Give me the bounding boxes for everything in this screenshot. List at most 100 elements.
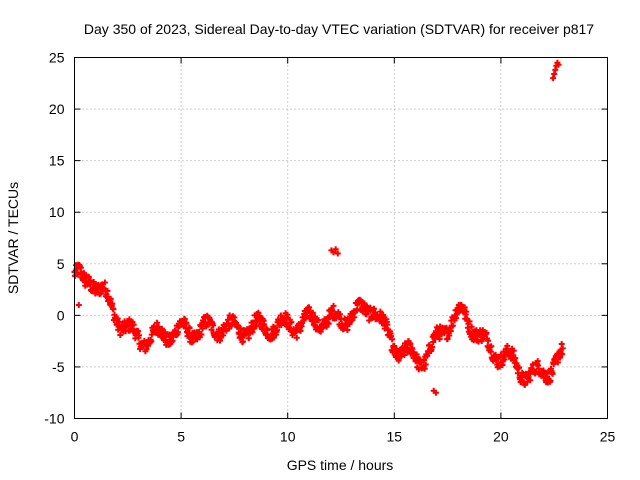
data-point <box>535 365 542 372</box>
y-tick-label: 25 <box>49 50 65 66</box>
data-point <box>413 351 420 358</box>
data-point <box>198 331 205 338</box>
data-point <box>136 332 142 339</box>
data-point <box>516 364 522 371</box>
data-point <box>154 319 161 326</box>
y-axis-label: SDTVAR / TECUs <box>5 182 21 294</box>
data-point <box>407 341 414 348</box>
data-points <box>71 59 566 396</box>
y-tick-label: 0 <box>57 307 65 323</box>
data-point <box>130 321 137 328</box>
data-point <box>549 370 556 377</box>
y-tick-label: -10 <box>44 411 64 427</box>
data-point <box>199 325 206 332</box>
data-point <box>117 332 124 338</box>
data-point <box>253 323 260 330</box>
data-point <box>330 302 337 309</box>
data-point <box>75 302 82 308</box>
data-point <box>432 389 439 396</box>
plot-frame <box>74 57 608 419</box>
y-tick-label: 15 <box>49 153 65 169</box>
data-point <box>87 277 94 284</box>
data-point <box>245 335 252 342</box>
data-point <box>389 336 396 343</box>
data-point <box>551 71 558 77</box>
data-point <box>315 317 322 324</box>
data-point <box>334 250 341 257</box>
data-point <box>392 354 399 360</box>
data-point <box>444 335 451 342</box>
axis-ticks: 0 5 10 15 20 25 -10 -5 0 5 10 15 20 25 <box>44 50 615 445</box>
data-point <box>550 75 557 82</box>
data-point <box>330 249 337 256</box>
data-point <box>379 320 385 327</box>
data-point <box>388 333 395 340</box>
data-point <box>521 381 528 388</box>
data-point <box>134 328 141 334</box>
data-point <box>488 343 495 350</box>
data-point <box>325 320 332 327</box>
data-point <box>483 329 490 336</box>
data-point <box>346 321 353 327</box>
data-point <box>351 314 358 321</box>
data-point <box>449 322 456 329</box>
data-point <box>463 308 470 315</box>
data-point <box>336 311 343 318</box>
data-point <box>249 329 256 336</box>
data-point <box>485 337 492 344</box>
data-point <box>97 290 104 297</box>
data-point <box>297 327 304 334</box>
y-tick-label: 5 <box>57 256 65 272</box>
data-point <box>544 373 551 380</box>
data-point <box>559 351 566 358</box>
data-point <box>559 345 566 352</box>
data-point <box>261 321 268 328</box>
x-tick-label: 15 <box>387 429 403 445</box>
data-point <box>288 319 295 326</box>
x-tick-label: 25 <box>600 429 616 445</box>
data-point <box>174 329 181 336</box>
data-point <box>468 323 475 330</box>
data-point <box>101 279 108 286</box>
x-tick-label: 10 <box>280 429 296 445</box>
data-point <box>430 339 437 345</box>
data-point <box>77 264 84 271</box>
data-point <box>110 306 117 313</box>
chart-title: Day 350 of 2023, Sidereal Day-to-day VTE… <box>84 21 594 37</box>
x-tick-label: 20 <box>493 429 509 445</box>
data-point <box>422 361 429 368</box>
data-point <box>547 377 554 384</box>
data-point <box>306 304 312 311</box>
data-point <box>107 295 114 302</box>
data-point <box>555 61 562 68</box>
data-point <box>429 344 436 350</box>
data-point <box>210 322 217 329</box>
data-point <box>332 246 339 253</box>
data-point <box>293 334 300 341</box>
x-tick-label: 5 <box>177 429 185 445</box>
data-point <box>487 348 494 355</box>
x-axis-label: GPS time / hours <box>287 457 394 473</box>
data-point <box>183 319 190 326</box>
y-tick-label: 10 <box>49 204 65 220</box>
data-point <box>239 338 246 345</box>
data-point <box>380 311 387 318</box>
data-point <box>344 327 351 333</box>
data-point <box>114 315 121 322</box>
data-point <box>300 317 307 324</box>
data-point <box>418 359 424 366</box>
data-point <box>554 359 561 366</box>
data-point <box>384 321 391 328</box>
y-tick-label: 20 <box>49 101 65 117</box>
data-point <box>81 271 88 278</box>
data-point <box>148 338 155 345</box>
data-point <box>311 313 318 320</box>
data-point <box>527 377 534 384</box>
data-point <box>504 342 511 349</box>
data-point <box>220 332 227 339</box>
data-point <box>309 309 316 316</box>
data-point <box>274 327 280 334</box>
data-point <box>186 325 193 331</box>
grid <box>74 57 608 419</box>
